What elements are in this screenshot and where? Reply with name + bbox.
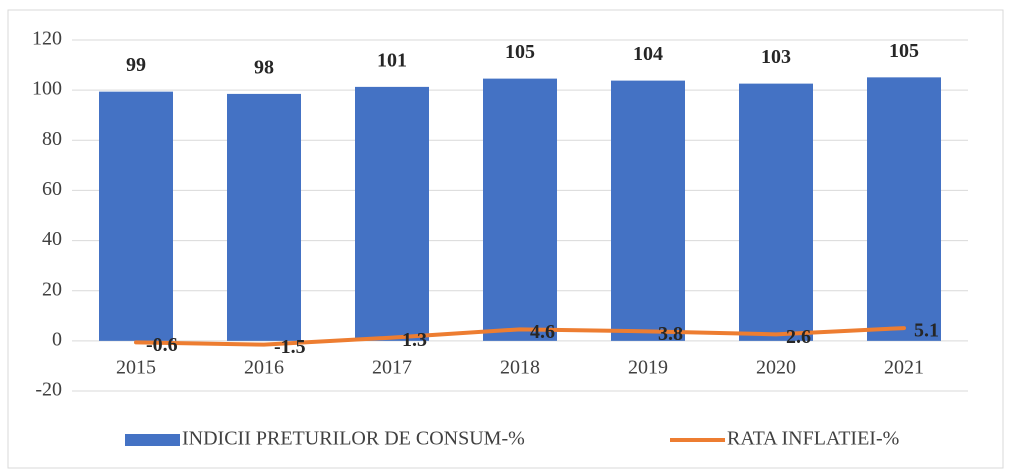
y-tick-label: 100 — [32, 78, 62, 100]
line-value-label: -0.6 — [146, 334, 178, 356]
line — [134, 326, 906, 347]
legend-swatch — [125, 434, 180, 446]
x-tick-label: 2019 — [628, 356, 668, 378]
legend-label: RATA INFLATIEI-% — [727, 428, 899, 450]
line-value-label: 4.6 — [530, 321, 555, 343]
line-value-label: -1.5 — [274, 336, 306, 358]
legend-label: INDICII PRETURILOR DE CONSUM-% — [182, 428, 525, 450]
y-tick-label: 80 — [42, 128, 62, 150]
bar — [611, 80, 685, 341]
y-tick-label: 0 — [52, 328, 62, 350]
bar-value-label: 98 — [254, 56, 274, 78]
bar — [483, 78, 557, 341]
bar-value-label: 103 — [761, 46, 791, 68]
x-tick-label: 2021 — [884, 356, 924, 378]
bar-value-label: 101 — [377, 49, 407, 71]
bar — [99, 91, 173, 341]
bar-value-label: 104 — [633, 43, 663, 65]
bar — [739, 83, 813, 341]
line-value-label: 5.1 — [914, 320, 939, 342]
y-tick-label: 40 — [42, 228, 62, 250]
y-tick-label: 120 — [32, 28, 62, 50]
line-value-label: 1.3 — [402, 329, 427, 351]
bar — [867, 77, 941, 341]
line-value-label: 2.6 — [786, 326, 811, 348]
bar-value-label: 99 — [126, 54, 146, 76]
bar — [355, 86, 429, 341]
x-tick-label: 2020 — [756, 356, 796, 378]
x-tick-label: 2015 — [116, 356, 156, 378]
bar — [227, 93, 301, 341]
y-tick-label: 20 — [42, 278, 62, 300]
x-tick-label: 2018 — [500, 356, 540, 378]
x-tick-label: 2017 — [372, 356, 412, 378]
bar-value-label: 105 — [505, 41, 535, 63]
y-tick-label: -20 — [35, 379, 62, 401]
x-tick-label: 2016 — [244, 356, 284, 378]
y-tick-label: 60 — [42, 178, 62, 200]
bar-value-label: 105 — [889, 40, 919, 62]
line-value-label: 3.8 — [658, 323, 683, 345]
